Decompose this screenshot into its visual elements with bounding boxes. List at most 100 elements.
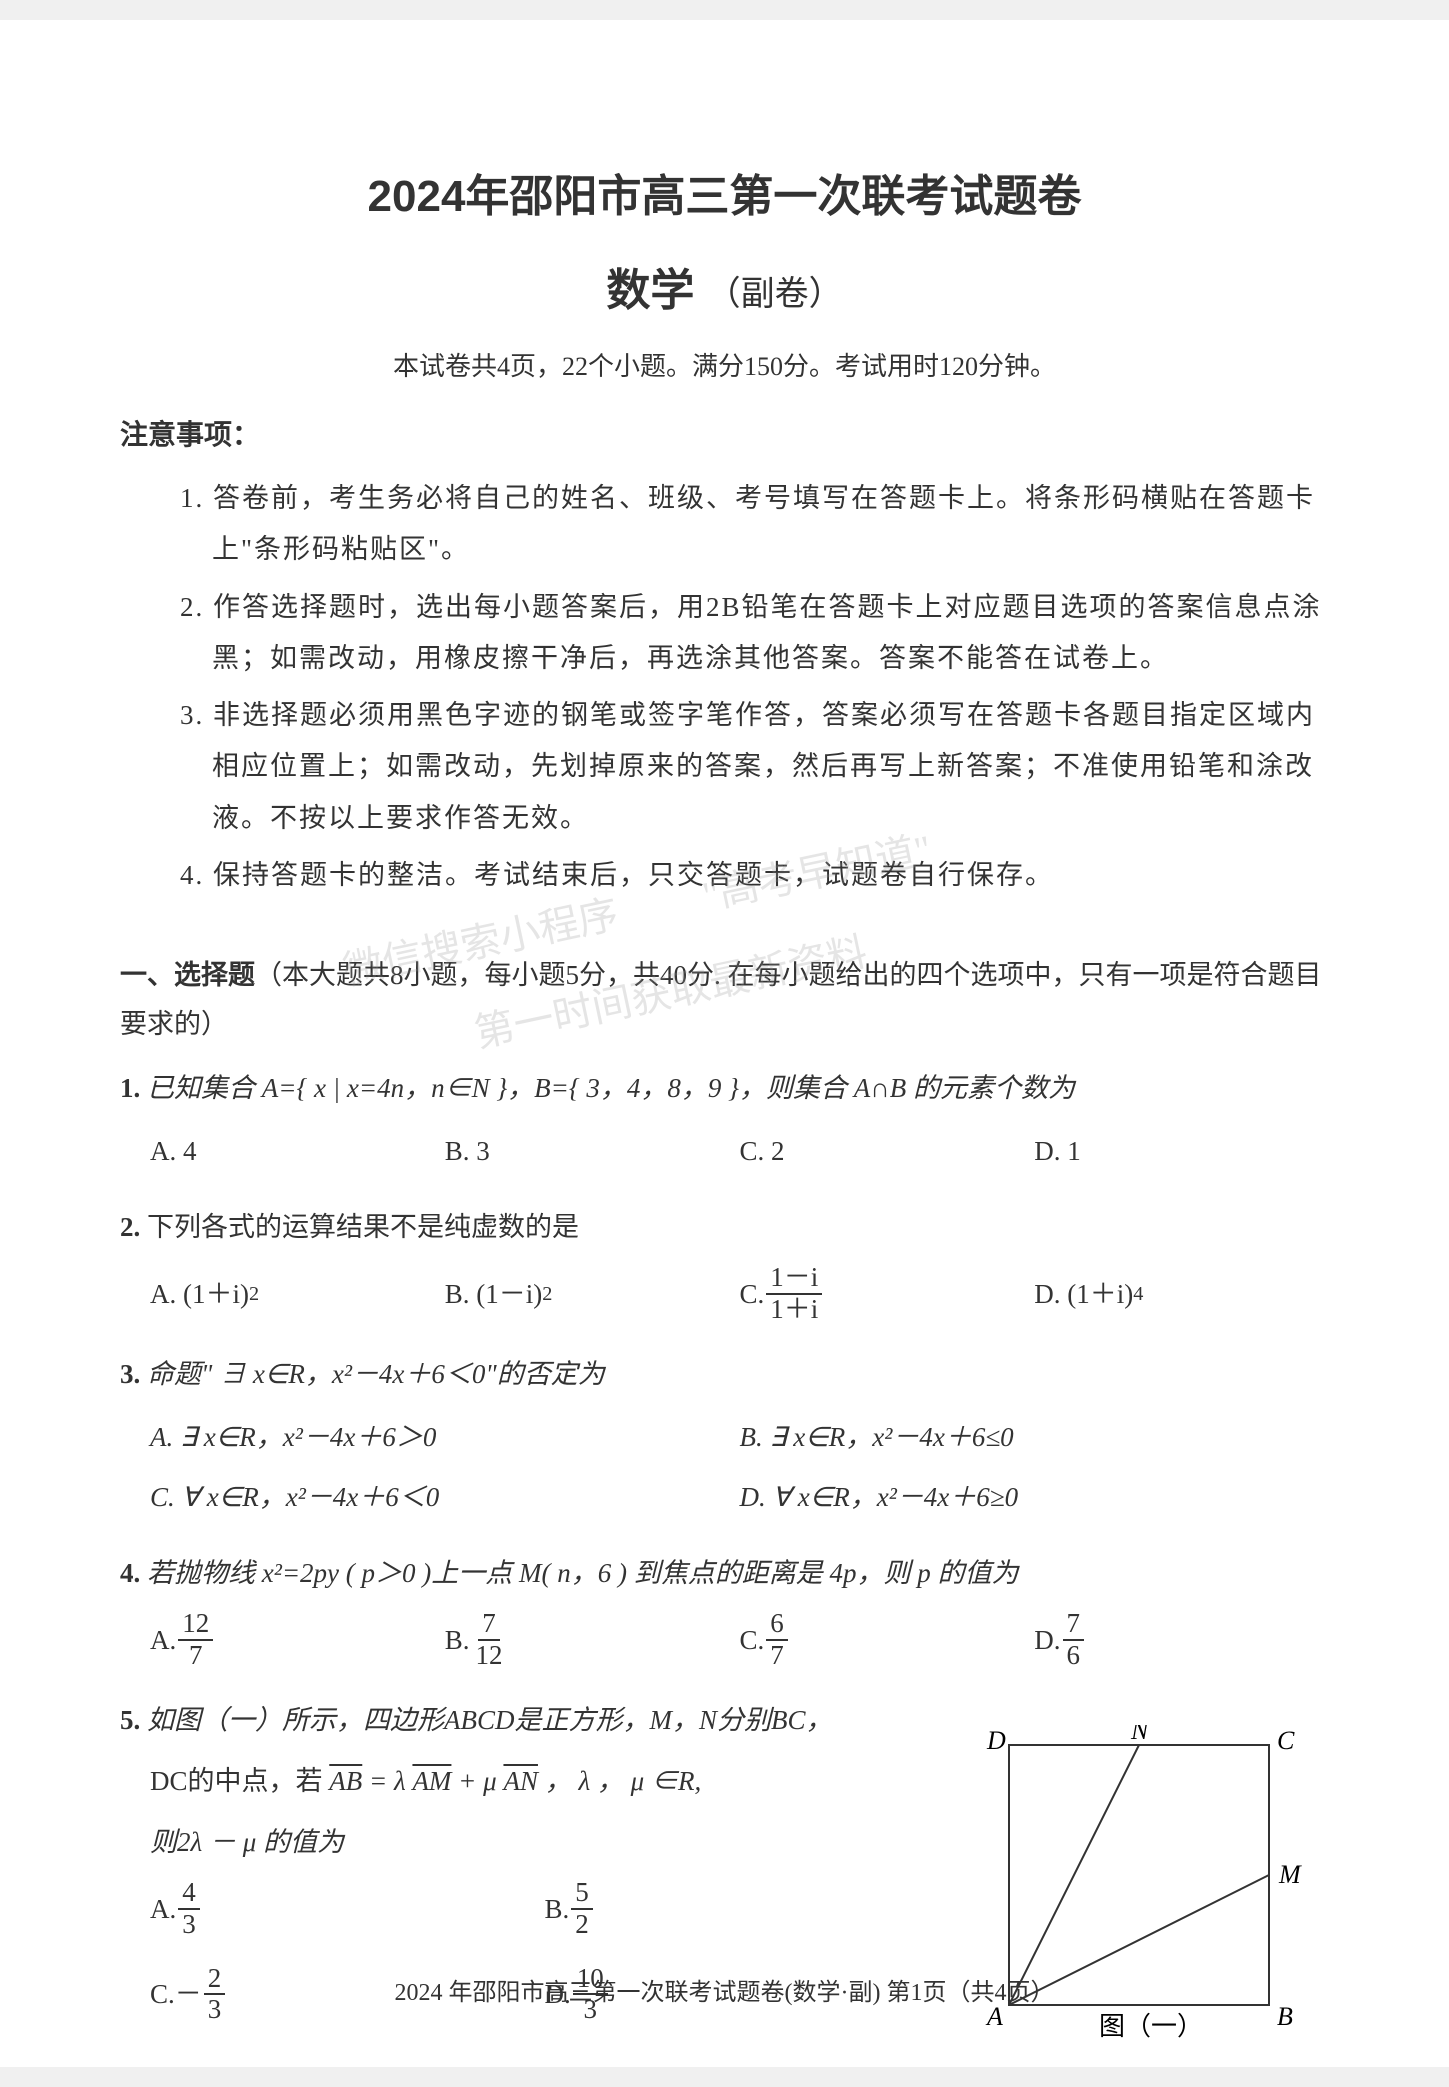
q3-options-row2: C. ∀ x∈R，x²－4x＋6＜0 D. ∀ x∈R，x²－4x＋6≥0 xyxy=(150,1470,1329,1524)
q3-text: 命题" ∃ x∈R，x²－4x＋6＜0"的否定为 xyxy=(140,1359,604,1389)
q4a-den: 7 xyxy=(185,1641,207,1671)
q4c-den: 7 xyxy=(766,1641,788,1671)
q4d-den: 6 xyxy=(1063,1641,1085,1671)
subject-text: 数学 xyxy=(606,266,694,315)
q5-l2-post: ， λ ， μ ∈R, xyxy=(545,1766,702,1796)
q5-opt-b: B. 52 xyxy=(545,1878,940,1939)
notice-item: 3. 非选择题必须用黑色字迹的钢笔或签字笔作答，答案必须写在答题卡各题目指定区域… xyxy=(180,690,1329,844)
q5-l2-plus: + μ xyxy=(458,1766,497,1796)
notice-item: 4. 保持答题卡的整洁。考试结束后，只交答题卡，试题卷自行保存。 xyxy=(180,850,1329,901)
q4-opt-b: B. 712 xyxy=(445,1609,740,1670)
q4b-den: 12 xyxy=(472,1641,507,1671)
q2c-pre: C. xyxy=(740,1267,765,1321)
q4c-frac: 67 xyxy=(766,1609,788,1670)
exam-page: 2024年邵阳市高三第一次联考试题卷 数学 （副卷） 本试卷共4页，22个小题。… xyxy=(0,20,1449,2067)
q3-opt-d: D. ∀ x∈R，x²－4x＋6≥0 xyxy=(740,1470,1330,1524)
q5-l2-pre: DC的中点，若 xyxy=(150,1766,329,1796)
q5a-num: 4 xyxy=(178,1878,200,1910)
q4-opt-a: A. 127 xyxy=(150,1609,445,1670)
q3-opt-b: B. ∃ x∈R，x²－4x＋6≤0 xyxy=(740,1410,1330,1464)
q5-line2: DC的中点，若 AB = λ AM + μ AN ， λ ， μ ∈R, xyxy=(150,1756,939,1807)
q4-opt-c: C. 67 xyxy=(740,1609,1035,1670)
subject-paren: （副卷） xyxy=(707,275,843,313)
q4b-pre: B. xyxy=(445,1613,470,1667)
q5b-pre: B. xyxy=(545,1882,570,1936)
section-1-rest: （本大题共8小题，每小题5分，共40分. 在每小题给出的四个选项中，只有一项是符… xyxy=(120,960,1322,1039)
q5-l1: 如图（一）所示，四边形ABCD是正方形，M，N分别BC， xyxy=(140,1705,832,1735)
q5a-frac: 43 xyxy=(178,1878,200,1939)
q4d-pre: D. xyxy=(1034,1613,1060,1667)
question-3: 3. 命题" ∃ x∈R，x²－4x＋6＜0"的否定为 xyxy=(120,1349,1329,1400)
page-title: 2024年邵阳市高三第一次联考试题卷 xyxy=(120,160,1329,224)
q3-opt-a: A. ∃ x∈R，x²－4x＋6＞0 xyxy=(150,1410,740,1464)
q5a-pre: A. xyxy=(150,1882,176,1936)
page-subject: 数学 （副卷） xyxy=(120,254,1329,318)
q5-vec-ab: AB xyxy=(329,1766,362,1796)
q5-options-row1: A. 43 B. 52 xyxy=(150,1878,939,1939)
q4-opt-d: D. 76 xyxy=(1034,1609,1329,1670)
q5b-num: 5 xyxy=(571,1878,593,1910)
notice-item: 1. 答卷前，考生务必将自己的姓名、班级、考号填写在答题卡上。将条形码横贴在答题… xyxy=(180,473,1329,576)
q5-opt-a: A. 43 xyxy=(150,1878,545,1939)
q2-opt-d: D. (1＋i)4 xyxy=(1034,1263,1329,1324)
q2-opt-b: B. (1－i)2 xyxy=(445,1263,740,1324)
q3-opt-c: C. ∀ x∈R，x²－4x＋6＜0 xyxy=(150,1470,740,1524)
q1-text: 已知集合 A={ x | x=4n，n∈N }，B={ 3，4，8，9 }，则集… xyxy=(140,1073,1075,1103)
section-1-bold: 一、选择题 xyxy=(120,960,255,990)
q5-line3: 则2λ － μ 的值为 xyxy=(150,1817,939,1868)
q2-opt-c: C. 1－i1＋i xyxy=(740,1263,1035,1324)
q4a-frac: 127 xyxy=(178,1609,213,1670)
q2b-pre: B. (1－i) xyxy=(445,1267,543,1321)
q5-num: 5. xyxy=(120,1705,140,1735)
q2c-num: 1－i xyxy=(766,1263,822,1295)
label-n: N xyxy=(1130,1725,1150,1745)
q3-num: 3. xyxy=(120,1359,140,1389)
q5-line1: 5. 如图（一）所示，四边形ABCD是正方形，M，N分别BC， xyxy=(120,1695,939,1746)
label-d: D xyxy=(986,1726,1006,1755)
notice-list: 1. 答卷前，考生务必将自己的姓名、班级、考号填写在答题卡上。将条形码横贴在答题… xyxy=(120,473,1329,901)
q2d-sup: 4 xyxy=(1133,1274,1143,1315)
notice-item: 2. 作答选择题时，选出每小题答案后，用2B铅笔在答题卡上对应题目选项的答案信息… xyxy=(180,582,1329,685)
q4b-num: 7 xyxy=(478,1609,500,1641)
q2-options: A. (1＋i)2 B. (1－i)2 C. 1－i1＋i D. (1＋i)4 xyxy=(150,1263,1329,1324)
q3-options-row1: A. ∃ x∈R，x²－4x＋6＞0 B. ∃ x∈R，x²－4x＋6≤0 xyxy=(150,1410,1329,1464)
q4a-pre: A. xyxy=(150,1613,176,1667)
q5b-den: 2 xyxy=(571,1910,593,1940)
q5a-den: 3 xyxy=(178,1910,200,1940)
q4b-frac: 712 xyxy=(472,1609,507,1670)
page-footer: 2024 年邵阳市高三第一次联考试题卷(数学·副) 第1页（共4页） xyxy=(0,1972,1449,2007)
q1-opt-b: B. 3 xyxy=(445,1124,740,1178)
q1-num: 1. xyxy=(120,1073,140,1103)
q2c-den: 1＋i xyxy=(766,1295,822,1325)
question-1: 1. 已知集合 A={ x | x=4n，n∈N }，B={ 3，4，8，9 }… xyxy=(120,1063,1329,1114)
q4a-num: 12 xyxy=(178,1609,213,1641)
q4-text: 若抛物线 x²=2py ( p＞0 )上一点 M( n，6 ) 到焦点的距离是 … xyxy=(140,1558,1018,1588)
q4-num: 4. xyxy=(120,1558,140,1588)
q4c-num: 6 xyxy=(766,1609,788,1641)
q1-opt-c: C. 2 xyxy=(740,1124,1035,1178)
q4d-num: 7 xyxy=(1063,1609,1085,1641)
q1-opt-d: D. 1 xyxy=(1034,1124,1329,1178)
square-abcd xyxy=(1009,1745,1269,2005)
q5-l2-eq: = λ xyxy=(369,1766,406,1796)
q2-text: 下列各式的运算结果不是纯虚数的是 xyxy=(140,1212,579,1242)
line-an xyxy=(1009,1745,1139,2005)
section-1-head: 一、选择题（本大题共8小题，每小题5分，共40分. 在每小题给出的四个选项中，只… xyxy=(120,951,1329,1048)
label-c: C xyxy=(1277,1726,1295,1755)
q2a-sup: 2 xyxy=(249,1274,259,1315)
question-2: 2. 下列各式的运算结果不是纯虚数的是 xyxy=(120,1202,1329,1253)
label-m: M xyxy=(1278,1860,1302,1889)
exam-info: 本试卷共4页，22个小题。满分150分。考试用时120分钟。 xyxy=(120,346,1329,383)
q5-vec-am: AM xyxy=(412,1766,451,1796)
q4c-pre: C. xyxy=(740,1613,765,1667)
q2b-sup: 2 xyxy=(542,1274,552,1315)
question-4: 4. 若抛物线 x²=2py ( p＞0 )上一点 M( n，6 ) 到焦点的距… xyxy=(120,1548,1329,1599)
q2a-pre: A. (1＋i) xyxy=(150,1267,249,1321)
q4d-frac: 76 xyxy=(1063,1609,1085,1670)
q2c-frac: 1－i1＋i xyxy=(766,1263,822,1324)
q1-opt-a: A. 4 xyxy=(150,1124,445,1178)
fig-caption: 图（一） xyxy=(1099,2012,1203,2041)
q2d-pre: D. (1＋i) xyxy=(1034,1267,1133,1321)
notice-heading: 注意事项： xyxy=(120,413,1329,453)
q1-options: A. 4 B. 3 C. 2 D. 1 xyxy=(150,1124,1329,1178)
